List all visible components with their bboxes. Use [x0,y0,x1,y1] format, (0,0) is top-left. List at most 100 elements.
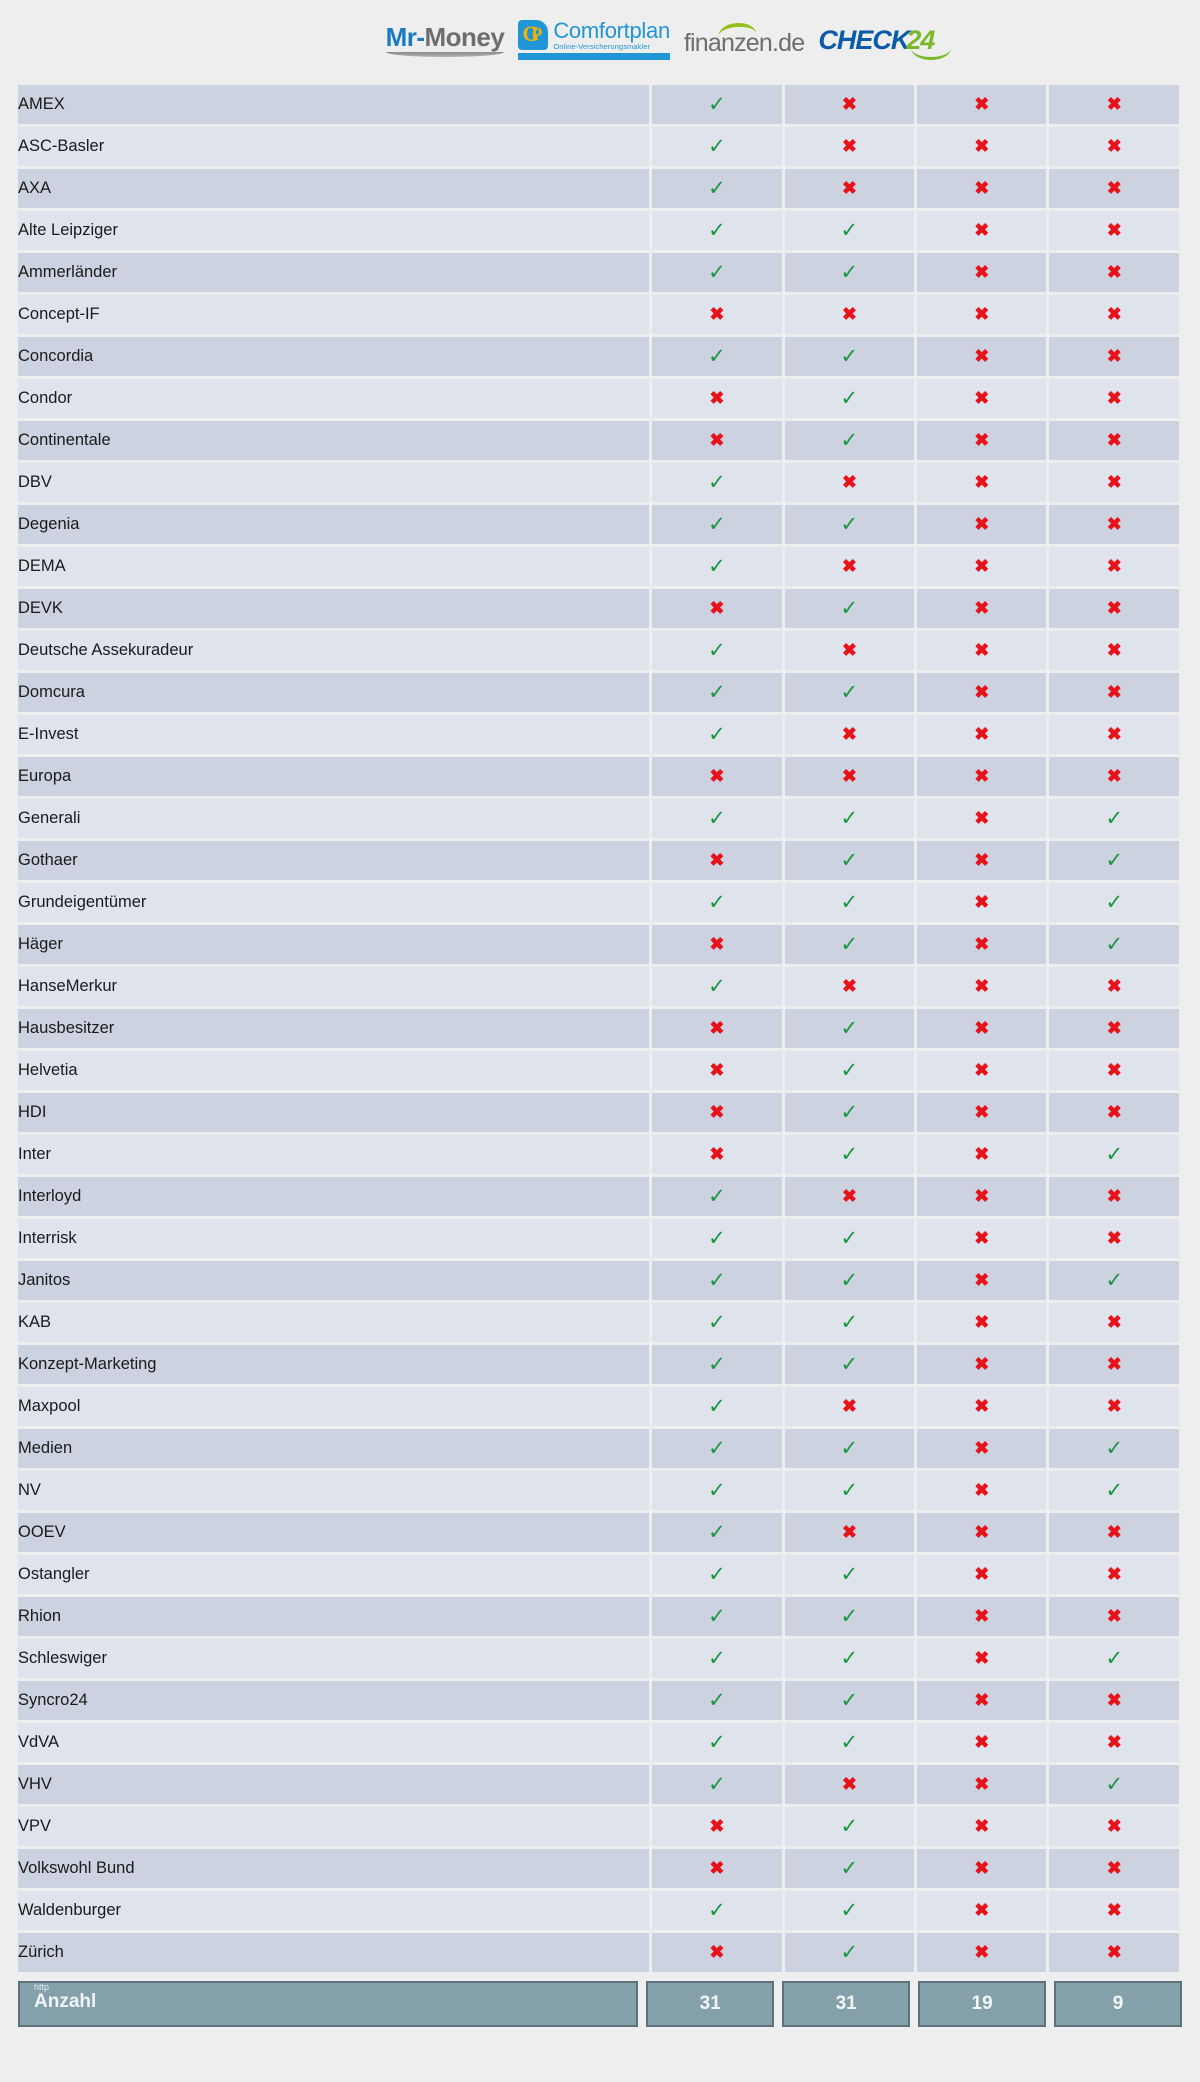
cross-icon: ✖ [709,1941,725,1962]
availability-cell: ✖ [1049,1051,1182,1093]
cross-icon: ✖ [1106,387,1122,408]
table-row: DBV ✓ ✖ ✖ ✖ [18,463,1182,505]
availability-cell: ✖ [917,1555,1050,1597]
availability-cell: ✓ [1049,1135,1182,1177]
comfortplan-logo-subtitle: Online-Versicherungsmakler [553,41,651,51]
cross-icon: ✖ [974,1437,990,1458]
cross-icon: ✖ [1106,1227,1122,1248]
cross-icon: ✖ [1106,1689,1122,1710]
availability-cell: ✖ [1049,127,1182,169]
availability-cell: ✖ [917,1597,1050,1639]
availability-cell: ✖ [917,1135,1050,1177]
cross-icon: ✖ [1106,513,1122,534]
table-row: Schleswiger ✓ ✓ ✖ ✓ [18,1639,1182,1681]
availability-cell: ✓ [784,1849,918,1891]
availability-cell: ✖ [917,1891,1050,1933]
insurer-name-cell: KAB [18,1303,653,1345]
check-icon: ✓ [708,1184,726,1208]
table-row: Ammerländer ✓ ✓ ✖ ✖ [18,253,1182,295]
cross-icon: ✖ [1106,1815,1122,1836]
cross-icon: ✖ [974,975,990,996]
insurer-name-cell: NV [18,1471,653,1513]
availability-cell: ✖ [1049,1303,1182,1345]
availability-cell: ✓ [1049,1471,1182,1513]
check-icon: ✓ [840,344,859,368]
cross-icon: ✖ [709,303,725,324]
cross-icon: ✖ [841,555,857,576]
cross-icon: ✖ [1106,303,1122,324]
insurer-name-cell: Ostangler [18,1555,653,1597]
availability-cell: ✖ [917,1639,1050,1681]
availability-cell: ✖ [917,967,1050,1009]
finanzen-arc-icon [717,21,757,36]
availability-cell: ✖ [1049,295,1182,337]
check-icon: ✓ [840,1688,859,1712]
check-icon: ✓ [840,260,859,284]
summary-count-cell: 9 [1054,1981,1182,2027]
check-icon: ✓ [708,1772,726,1796]
table-row: Ostangler ✓ ✓ ✖ ✖ [18,1555,1182,1597]
cross-icon: ✖ [974,1899,990,1920]
availability-cell: ✖ [1049,1891,1182,1933]
summary-count-cell: 31 [782,1981,911,2027]
table-row: Rhion ✓ ✓ ✖ ✖ [18,1597,1182,1639]
availability-cell: ✓ [784,1723,918,1765]
table-row: Degenia ✓ ✓ ✖ ✖ [18,505,1182,547]
table-row: ASC-Basler ✓ ✖ ✖ ✖ [18,127,1182,169]
availability-cell: ✓ [784,1093,918,1135]
comparison-table-body: AMEX ✓ ✖ ✖ ✖ ASC-Basler ✓ ✖ ✖ ✖ AXA ✓ ✖ ✖ ✖ Alte Leipzi… [18,85,1182,1975]
cross-icon: ✖ [974,1269,990,1290]
availability-cell: ✖ [1049,211,1182,253]
check-icon: ✓ [1105,1478,1124,1502]
availability-cell: ✖ [917,1471,1050,1513]
cross-icon: ✖ [974,1311,990,1332]
check-icon: ✓ [708,722,726,746]
check-icon: ✓ [840,1352,859,1376]
availability-cell: ✓ [652,631,785,673]
cross-icon: ✖ [974,1479,990,1500]
availability-cell: ✖ [1049,1009,1182,1051]
cross-icon: ✖ [974,1353,990,1374]
availability-cell: ✓ [784,1891,918,1933]
cross-icon: ✖ [974,261,990,282]
check-icon: ✓ [708,512,726,536]
availability-cell: ✓ [652,1219,785,1261]
check-icon: ✓ [840,1142,859,1166]
cross-icon: ✖ [709,933,725,954]
table-row: DEVK ✖ ✓ ✖ ✖ [18,589,1182,631]
cross-icon: ✖ [841,303,857,324]
insurer-name-cell: ASC-Basler [18,127,653,169]
check-icon: ✓ [708,1646,726,1670]
summary-label-cell: http Anzahl [18,1981,639,2027]
insurer-name-cell: Syncro24 [18,1681,653,1723]
availability-cell: ✓ [652,799,785,841]
insurer-name-cell: HDI [18,1093,653,1135]
cross-icon: ✖ [841,135,857,156]
table-row: Häger ✖ ✓ ✖ ✓ [18,925,1182,967]
summary-count-cell: 31 [646,1981,775,2027]
cross-icon: ✖ [841,975,857,996]
cross-icon: ✖ [841,1395,857,1416]
cross-icon: ✖ [974,1563,990,1584]
availability-cell: ✖ [917,1513,1050,1555]
check-icon: ✓ [840,806,859,830]
check-icon: ✓ [840,1856,859,1880]
availability-cell: ✓ [652,967,785,1009]
insurer-name-cell: Interrisk [18,1219,653,1261]
availability-cell: ✖ [652,421,785,463]
cross-icon: ✖ [1106,639,1122,660]
availability-cell: ✓ [784,1597,918,1639]
check-icon: ✓ [840,1646,859,1670]
availability-cell: ✖ [784,1513,918,1555]
cross-icon: ✖ [974,1059,990,1080]
availability-cell: ✖ [917,1849,1050,1891]
check-icon: ✓ [1105,1772,1124,1796]
availability-cell: ✖ [1049,1387,1182,1429]
table-row: Inter ✖ ✓ ✖ ✓ [18,1135,1182,1177]
availability-cell: ✓ [652,1681,785,1723]
cross-icon: ✖ [709,387,725,408]
availability-cell: ✖ [1049,589,1182,631]
availability-cell: ✖ [917,1723,1050,1765]
availability-cell: ✓ [784,1219,918,1261]
availability-cell: ✓ [652,253,785,295]
